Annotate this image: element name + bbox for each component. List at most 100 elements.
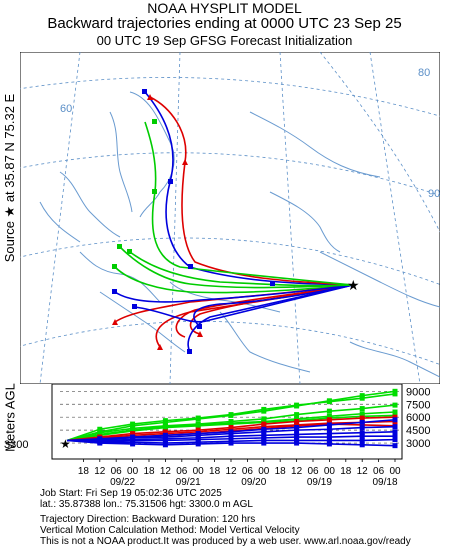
series-point <box>228 412 234 418</box>
series-point <box>326 422 332 428</box>
series-point <box>195 437 201 443</box>
series-point <box>261 406 267 412</box>
series-point <box>162 418 168 424</box>
series-point <box>359 433 365 439</box>
x-hour-label: 12 <box>94 466 106 477</box>
series-point <box>228 433 234 439</box>
series-point <box>97 440 103 446</box>
footer-location: lat.: 35.87388 lon.: 75.31506 hgt: 3300.… <box>40 499 253 510</box>
start-star-icon: ★ <box>60 437 71 451</box>
series-point <box>261 416 267 422</box>
series-point <box>195 441 201 447</box>
y-tick-label: 3000 <box>406 438 430 450</box>
x-hour-label: 00 <box>127 466 139 477</box>
x-hour-label: 00 <box>258 466 270 477</box>
footer-vertical-method: Vertical Motion Calculation Method: Mode… <box>40 525 300 536</box>
title-init: 00 UTC 19 Sep GFSG Forecast Initializati… <box>96 33 353 48</box>
x-hour-label: 18 <box>143 466 155 477</box>
x-hour-label: 12 <box>225 466 237 477</box>
series-point <box>392 388 398 394</box>
series-point <box>326 417 332 423</box>
profile-series <box>66 388 398 449</box>
x-hour-label: 00 <box>324 466 336 477</box>
series-point <box>326 431 332 437</box>
series-point <box>228 440 234 446</box>
series-point <box>294 427 300 433</box>
series-point <box>359 425 365 431</box>
x-hour-label: 18 <box>340 466 352 477</box>
map-trajectories <box>114 91 354 353</box>
start-height-label: 3300 <box>4 439 28 451</box>
x-hour-label: 06 <box>176 466 188 477</box>
trajectory-map: 80 60 90 ★ <box>20 52 440 384</box>
x-hour-label: 06 <box>111 466 123 477</box>
series-point <box>294 425 300 431</box>
series-point <box>228 431 234 437</box>
series-point <box>294 431 300 437</box>
x-hour-label: 00 <box>193 466 205 477</box>
x-date-label: 09/20 <box>241 477 266 488</box>
x-date-label: 09/19 <box>307 477 332 488</box>
series-point <box>326 399 332 405</box>
footer-disclaimer: This is not a NOAA product.It was produc… <box>40 536 411 547</box>
lon-label-90: 90 <box>428 188 440 200</box>
series-point <box>294 412 300 418</box>
map-graticule <box>20 52 440 384</box>
footer-direction: Trajectory Direction: Backward Duration:… <box>40 514 256 525</box>
x-hour-label: 00 <box>389 466 401 477</box>
series-point <box>294 437 300 443</box>
x-hour-label: 12 <box>291 466 303 477</box>
series-point <box>261 440 267 446</box>
series-point <box>392 433 398 439</box>
series-point <box>359 415 365 421</box>
x-date-label: 09/21 <box>176 477 201 488</box>
series-point <box>392 402 398 408</box>
series-point <box>195 415 201 421</box>
series-point <box>392 409 398 415</box>
series-point <box>392 437 398 443</box>
series-point <box>359 393 365 399</box>
x-hour-label: 18 <box>78 466 90 477</box>
source-location-label: Source ★ at 35.87 N 75.32 E <box>2 93 17 263</box>
x-hour-label: 18 <box>275 466 287 477</box>
y-tick-label: 9000 <box>406 386 430 398</box>
series-point <box>326 426 332 432</box>
series-point <box>294 419 300 424</box>
series-point <box>359 422 365 428</box>
series-point <box>294 402 300 408</box>
y-tick-label: 6000 <box>406 412 430 424</box>
x-hour-label: 18 <box>209 466 221 477</box>
series-point <box>162 425 168 431</box>
series-point <box>195 423 201 429</box>
series-point <box>326 408 332 414</box>
series-point <box>392 429 398 435</box>
series-point <box>359 395 365 401</box>
x-hour-label: 12 <box>357 466 369 477</box>
series-point <box>261 432 267 438</box>
series-point <box>359 430 365 436</box>
series-point <box>195 432 201 438</box>
series-point <box>392 424 398 430</box>
series-point <box>261 429 267 435</box>
series-point <box>326 437 332 443</box>
series-point <box>130 441 136 447</box>
x-hour-label: 06 <box>307 466 319 477</box>
series-point <box>261 421 267 427</box>
series-point <box>392 391 398 397</box>
series-point <box>97 426 103 432</box>
y-tick-label: 4500 <box>406 425 430 437</box>
series-point <box>392 414 398 420</box>
series-point <box>228 436 234 442</box>
series-point <box>326 434 332 440</box>
x-date-label: 09/18 <box>372 477 397 488</box>
map-trajectory-markers <box>112 89 275 354</box>
x-hour-label: 06 <box>242 466 254 477</box>
series-point <box>392 417 398 423</box>
series-point <box>261 435 267 441</box>
map-frame <box>20 52 440 384</box>
footer-job-start: Job Start: Fri Sep 19 05:02:36 UTC 2025 <box>40 488 222 499</box>
series-point <box>261 426 267 432</box>
series-point <box>261 437 267 443</box>
title-main: Backward trajectories ending at 0000 UTC… <box>47 15 402 32</box>
